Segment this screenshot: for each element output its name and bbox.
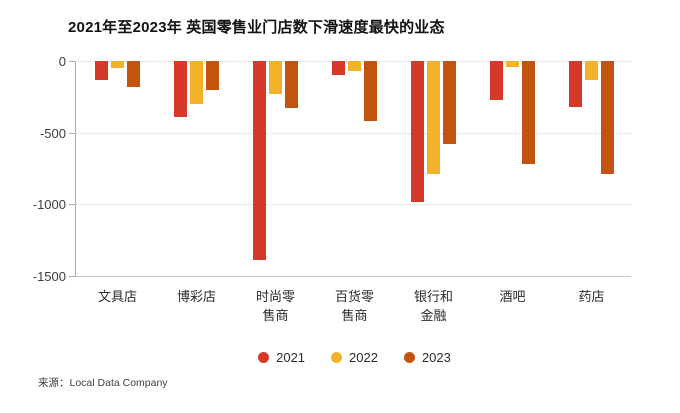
- x-label-cell: 银行和金融: [394, 287, 473, 325]
- bar-2022: [190, 61, 203, 104]
- source-note: 来源：Local Data Company: [38, 377, 168, 389]
- y-axis-label: 0: [58, 54, 66, 69]
- legend-dot-icon: [403, 352, 415, 363]
- bar-2023: [285, 61, 298, 109]
- gridline--1000: [75, 204, 631, 206]
- bar-group-1: [78, 61, 157, 276]
- bar-group-5: [394, 61, 473, 276]
- bar-2021: [332, 61, 345, 76]
- bar-2022: [269, 61, 282, 94]
- bar-groups: [78, 61, 631, 276]
- x-axis-label: 文具店: [97, 289, 137, 304]
- x-axis-label: 药店: [578, 289, 605, 304]
- bar-group-3: [236, 61, 315, 276]
- x-axis-label: 银行和金融: [413, 289, 453, 323]
- bar-2022: [506, 61, 519, 67]
- legend-dot-icon: [258, 352, 270, 363]
- bar-2021: [569, 61, 582, 107]
- x-label-cell: 博彩店: [157, 287, 236, 325]
- x-label-cell: 时尚零售商: [236, 287, 315, 325]
- bar-2022: [348, 61, 361, 71]
- legend-label: 2022: [349, 350, 378, 365]
- bar-2023: [206, 61, 219, 90]
- y-axis-line: [75, 61, 76, 276]
- legend-item-2023: 2023: [403, 350, 451, 365]
- chart-title: 2021年至2023年 英国零售业门店数下滑速度最快的业态: [68, 19, 445, 36]
- legend-item-2022: 2022: [331, 350, 378, 365]
- x-axis-label: 酒吧: [499, 289, 526, 304]
- bar-2022: [427, 61, 440, 175]
- y-tick: [69, 132, 75, 134]
- bar-2021: [95, 61, 108, 80]
- x-axis-label: 博彩店: [176, 289, 216, 304]
- y-axis-label: -1000: [32, 197, 66, 213]
- x-label-cell: 药店: [552, 287, 631, 325]
- x-axis-label: 百货零售商: [334, 289, 374, 323]
- bar-2023: [364, 61, 377, 122]
- y-axis-label: -1500: [32, 269, 66, 284]
- bar-2022: [111, 61, 124, 69]
- y-axis-label: -500: [39, 125, 66, 141]
- legend-dot-icon: [331, 352, 343, 363]
- x-label-cell: 百货零售商: [315, 287, 394, 325]
- bar-2021: [490, 61, 503, 100]
- bar-group-6: [473, 61, 552, 276]
- gridline--1500: [75, 276, 631, 277]
- bar-2023: [127, 61, 140, 87]
- gridline--500: [75, 132, 631, 134]
- x-label-cell: 文具店: [78, 287, 157, 325]
- x-axis-label: 时尚零售商: [255, 289, 295, 323]
- bar-2022: [585, 61, 598, 80]
- bar-group-4: [315, 61, 394, 276]
- bar-2023: [443, 61, 456, 145]
- bar-2023: [522, 61, 535, 165]
- bar-group-7: [552, 61, 631, 276]
- bar-group-2: [157, 61, 236, 276]
- y-tick: [69, 276, 75, 277]
- bar-2021: [253, 61, 266, 261]
- bar-2021: [174, 61, 187, 117]
- bar-2021: [411, 61, 424, 202]
- legend-item-2021: 2021: [258, 350, 305, 365]
- y-tick: [69, 61, 75, 62]
- legend-label: 2023: [421, 350, 451, 365]
- y-tick: [69, 204, 75, 206]
- bar-2023: [601, 61, 614, 175]
- x-axis-labels: 文具店 博彩店 时尚零售商 百货零售商 银行和金融 酒吧 药店: [78, 287, 631, 325]
- legend: 2021 2022 2023: [78, 350, 631, 365]
- plot-area: [75, 61, 631, 277]
- x-label-cell: 酒吧: [473, 287, 552, 325]
- legend-label: 2021: [276, 350, 306, 365]
